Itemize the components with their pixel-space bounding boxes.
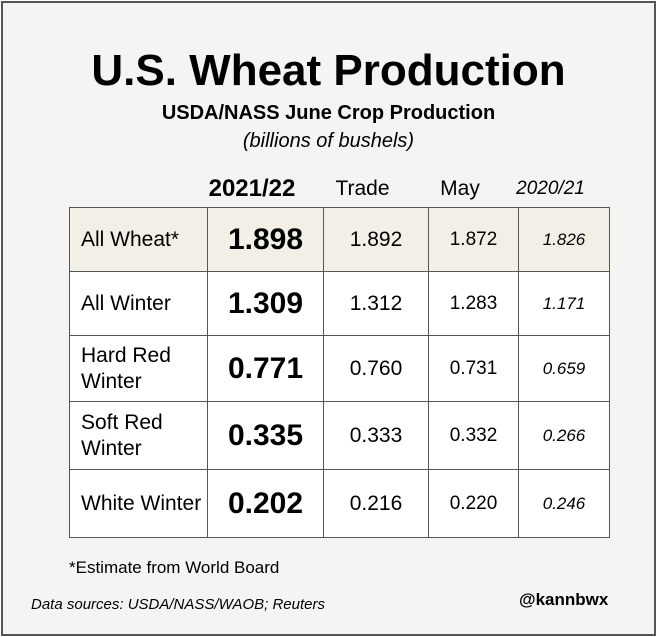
table-row: White Winter 0.202 0.216 0.220 0.246 xyxy=(69,469,610,538)
row-label: Hard Red Winter xyxy=(69,335,208,402)
row-label: Soft Red Winter xyxy=(69,401,208,470)
value-2020-21: 1.826 xyxy=(518,207,610,272)
chart-subtitle: USDA/NASS June Crop Production xyxy=(161,102,496,124)
value-trade: 1.312 xyxy=(323,271,429,336)
table-row: Soft Red Winter 0.335 0.333 0.332 0.266 xyxy=(69,401,610,470)
row-label: All Winter xyxy=(69,271,208,336)
value-may: 0.220 xyxy=(428,469,519,538)
units-label: (billions of bushels) xyxy=(242,130,415,152)
value-2021-22: 0.335 xyxy=(207,401,324,470)
data-sources: Data sources: USDA/NASS/WAOB; Reuters xyxy=(31,596,325,613)
value-trade: 0.760 xyxy=(323,335,429,402)
value-trade: 0.333 xyxy=(323,401,429,470)
value-2020-21: 0.246 xyxy=(518,469,610,538)
value-2020-21: 0.659 xyxy=(518,335,610,402)
row-label: White Winter xyxy=(69,469,208,538)
column-header-2020-21: 2020/21 xyxy=(516,178,585,199)
footnote: *Estimate from World Board xyxy=(69,558,280,577)
value-2020-21: 0.266 xyxy=(518,401,610,470)
chart-title: U.S. Wheat Production xyxy=(91,46,566,95)
table-row: All Winter 1.309 1.312 1.283 1.171 xyxy=(69,271,610,336)
value-2020-21: 1.171 xyxy=(518,271,610,336)
value-may: 0.731 xyxy=(428,335,519,402)
value-may: 1.283 xyxy=(428,271,519,336)
table-row: Hard Red Winter 0.771 0.760 0.731 0.659 xyxy=(69,335,610,402)
column-header-trade: Trade xyxy=(335,177,390,200)
value-may: 0.332 xyxy=(428,401,519,470)
author-handle: @kannbwx xyxy=(519,590,609,609)
column-header-may: May xyxy=(440,177,480,200)
value-2021-22: 0.771 xyxy=(207,335,324,402)
row-label: All Wheat* xyxy=(69,207,208,272)
column-header-2021-22: 2021/22 xyxy=(208,175,296,202)
value-may: 1.872 xyxy=(428,207,519,272)
value-2021-22: 1.309 xyxy=(207,271,324,336)
value-trade: 0.216 xyxy=(323,469,429,538)
value-2021-22: 1.898 xyxy=(207,207,324,272)
value-2021-22: 0.202 xyxy=(207,469,324,538)
value-trade: 1.892 xyxy=(323,207,429,272)
production-table: All Wheat* 1.898 1.892 1.872 1.826 All Winter… xyxy=(69,207,610,538)
table-row: All Wheat* 1.898 1.892 1.872 1.826 xyxy=(69,207,610,272)
